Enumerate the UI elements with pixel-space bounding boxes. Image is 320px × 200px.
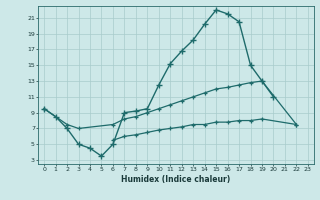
X-axis label: Humidex (Indice chaleur): Humidex (Indice chaleur) <box>121 175 231 184</box>
